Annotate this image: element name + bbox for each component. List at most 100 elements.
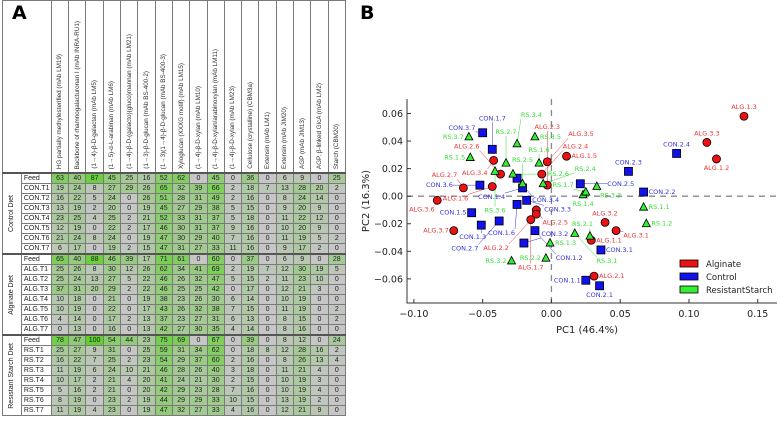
heatmap-cell: 0 <box>327 223 347 234</box>
heatmap-cell: 5 <box>223 203 243 214</box>
data-point-CON.2.7 <box>494 216 504 226</box>
data-point-RS.3.1 <box>570 228 580 237</box>
heatmap-cell: 8 <box>85 233 104 244</box>
heatmap-cell: 32 <box>171 405 191 416</box>
group-label-cell: Control Diet <box>2 172 22 255</box>
data-point-RS.2.2 <box>541 252 551 262</box>
heatmap-cell: 59 <box>154 345 173 356</box>
column-header-label: AGP, β-linked GlcA (mAb LM2) <box>315 82 323 169</box>
heatmap-cell: 0 <box>310 304 329 315</box>
table-row: RS.T2 16 22 7 25 2 23 54 29 37 60 2 16 0 8 26 13 4 <box>3 355 347 366</box>
heatmap-cell: 10 <box>275 294 295 305</box>
heatmap-cell: 10 <box>223 395 243 406</box>
heatmap-cell: 0 <box>258 304 277 315</box>
heatmap-cell: 54 <box>102 334 122 346</box>
point-label: ALG.2.7 <box>432 171 458 179</box>
heatmap-cell: 28 <box>171 193 191 204</box>
heatmap-cell: 26 <box>293 355 312 366</box>
heatmap-cell: 36 <box>241 172 260 184</box>
column-header: Starch (CBM20) <box>327 0 347 174</box>
data-point-ALG.3.2 <box>600 217 610 227</box>
heatmap-cell: 4 <box>85 405 104 416</box>
heatmap-cell: 23 <box>293 274 312 285</box>
heatmap-cell: 0 <box>223 172 243 184</box>
heatmap-cell: 10 <box>310 274 329 285</box>
heatmap-cell: 0 <box>327 365 347 376</box>
heatmap-cell: 25 <box>50 345 70 356</box>
heatmap-cell: 15 <box>241 375 260 386</box>
heatmap-cell: 8 <box>85 183 104 194</box>
series-resistantstarch: RS.3.7 RS.3.5 RS.3.4 RS.1.5 RS.2.7 RS.1.6 RS.3… <box>443 111 673 265</box>
point-label: ALG.1.2 <box>704 164 730 172</box>
heatmap-cell: 2 <box>120 213 139 224</box>
heatmap-cell: 19 <box>241 264 260 275</box>
point-label: ALG.3.7 <box>423 227 449 235</box>
row-label: ALG.T7 <box>20 324 52 336</box>
heatmap-cell: 4 <box>310 365 329 376</box>
heatmap-cell: 37 <box>241 253 260 265</box>
heatmap-cell: 0 <box>85 324 104 336</box>
heatmap-cell: 16 <box>241 385 260 396</box>
column-header: (1→4)-β-D-(galacto)(gluco)mannan (mAb LM… <box>120 0 139 174</box>
heatmap-cell: 39 <box>189 183 208 194</box>
row-label: CON.T4 <box>20 213 52 224</box>
heatmap-cell: 19 <box>102 243 122 255</box>
heatmap-cell: 19 <box>293 304 312 315</box>
heatmap-cell: 20 <box>102 203 122 214</box>
x-axis-label: PC1 (46.4%) <box>556 325 618 336</box>
heatmap-cell: 49 <box>206 193 225 204</box>
heatmap-cell: 16 <box>293 324 312 336</box>
column-header-label: Xyloglucan (XXXG motif) (mAb LM15) <box>177 62 185 169</box>
heatmap-cell: 11 <box>275 304 295 315</box>
heatmap-cell: 26 <box>137 264 156 275</box>
heatmap-cell: 0 <box>85 243 104 255</box>
heatmap-cell: 16 <box>68 385 87 396</box>
heatmap-cell: 5 <box>120 274 139 285</box>
heatmap-cell: 23 <box>137 334 156 346</box>
heatmap-cell: 19 <box>293 233 312 244</box>
heatmap-cell: 37 <box>154 314 173 325</box>
heatmap-cell: 28 <box>293 345 312 356</box>
heatmap-cell: 5 <box>310 233 329 244</box>
heatmap-cell: 13 <box>137 324 156 336</box>
column-header-label: Extensin (mAb JIM20) <box>281 107 289 169</box>
heatmap-cell: 4 <box>223 405 243 416</box>
column-header: (1→4)-β-D-xylan (mAb LM23) <box>223 0 243 174</box>
point-label: RS.1.2 <box>651 220 672 228</box>
data-point-CON.3.2 <box>519 238 529 248</box>
heatmap-cell: 8 <box>258 345 277 356</box>
heatmap-cell: 31 <box>68 284 87 295</box>
heatmap-cell: 0 <box>85 294 104 305</box>
heatmap-cell: 0 <box>120 203 139 214</box>
point-label: CON.1.7 <box>479 114 506 122</box>
heatmap-cell: 20 <box>85 284 104 295</box>
heatmap-cell: 25 <box>50 264 70 275</box>
data-point-ALG.1.2 <box>712 154 721 164</box>
heatmap-cell: 6 <box>223 314 243 325</box>
heatmap-cell: 7 <box>85 355 104 366</box>
point-label: CON.1.3 <box>459 233 486 241</box>
heatmap-cell: 20 <box>293 223 312 234</box>
heatmap-cell: 8 <box>275 324 295 336</box>
legend-swatch-resistantstarch <box>679 285 699 294</box>
heatmap-cell: 62 <box>171 172 191 184</box>
point-label: ALG.1.3 <box>731 103 757 111</box>
heatmap-cell: 40 <box>206 365 225 376</box>
heatmap-cell: 21 <box>137 365 156 376</box>
heatmap-cell: 17 <box>68 375 87 386</box>
heatmap-cell: 2 <box>223 183 243 194</box>
data-point-RS.1.1 <box>638 201 649 211</box>
heatmap-cell: 3 <box>310 284 329 295</box>
heatmap-cell: 0 <box>258 284 277 295</box>
table-row: ALG.T3 37 31 20 29 2 22 46 25 25 42 0 17 0 12 21 3 0 <box>3 284 347 295</box>
heatmap-cell: 0 <box>120 345 139 356</box>
point-label: ALG.2.5 <box>542 219 568 227</box>
column-header-label: Extensin (mAb LM1) <box>264 111 272 169</box>
row-label: ALG.T5 <box>20 304 52 315</box>
heatmap-cell: 29 <box>120 183 139 194</box>
column-header: HG partially methylesterified (mAb LM19) <box>50 0 70 174</box>
heatmap-cell: 26 <box>171 304 191 315</box>
series-alginate: ALG.1.3 ALG.3.3 ALG.1.2 ALG.1.5 ALG.3.5 ALG.3… <box>409 103 757 281</box>
heatmap-cell: 12 <box>120 264 139 275</box>
point-label: CON.1.5 <box>440 209 467 217</box>
